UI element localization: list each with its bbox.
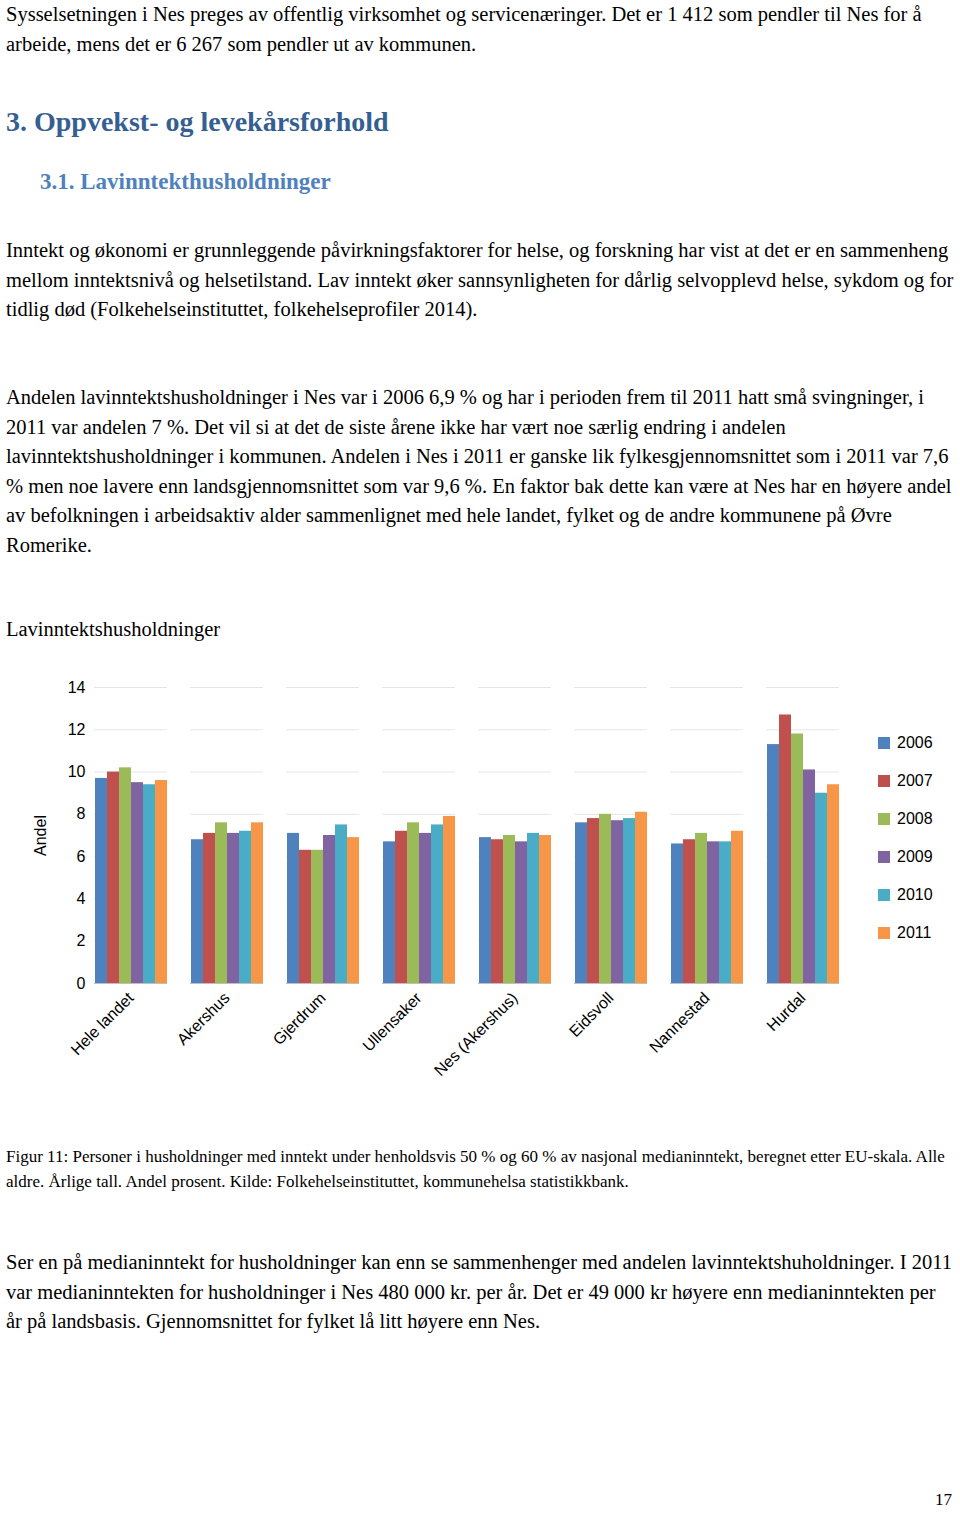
svg-text:Hurdal: Hurdal [763, 989, 808, 1034]
html-text:Figur 11: Personer i husholdni: Figur 11: Personer i husholdninger med i… [6, 1147, 945, 1191]
html-text:Inntekt og økonomi er grunnleg: Inntekt og økonomi er grunnleggende påvi… [6, 239, 954, 320]
svg-text:2: 2 [77, 932, 86, 949]
html-text:2006: 2006 [897, 734, 933, 751]
html-text:2009: 2009 [897, 848, 933, 865]
svg-text:4: 4 [77, 890, 86, 907]
svg-text:14: 14 [68, 679, 86, 696]
svg-text:6: 6 [77, 848, 86, 865]
svg-text:12: 12 [68, 721, 86, 738]
html-text:2007: 2007 [897, 772, 933, 789]
html-text:2010: 2010 [897, 886, 933, 903]
html-text:3.1. Lavinntekthusholdninger: 3.1. Lavinntekthusholdninger [40, 169, 331, 194]
svg-text:Andel: Andel [32, 815, 49, 856]
html-text:2011: 2011 [897, 924, 932, 941]
svg-text:Hele landet: Hele landet [67, 989, 137, 1059]
html-text:17: 17 [935, 1490, 952, 1509]
html-text:Andelen lavinntektshusholdning: Andelen lavinntektshusholdninger i Nes v… [6, 386, 952, 556]
svg-text:Akershus: Akershus [174, 989, 233, 1048]
svg-text:Ullensaker: Ullensaker [359, 989, 425, 1055]
svg-text:10: 10 [68, 763, 86, 780]
svg-text:8: 8 [77, 805, 86, 822]
svg-text:Gjerdrum: Gjerdrum [270, 989, 329, 1048]
svg-text:Nannestad: Nannestad [646, 989, 713, 1056]
html-text:Ser en på medianinntekt for hu: Ser en på medianinntekt for husholdninge… [6, 1251, 952, 1332]
html-text:Sysselsetningen i Nes preges a: Sysselsetningen i Nes preges av offentli… [6, 3, 922, 55]
svg-text:Eidsvoll: Eidsvoll [566, 989, 617, 1040]
html-text:3. Oppvekst- og levekårsforhol: 3. Oppvekst- og levekårsforhold [6, 106, 389, 137]
svg-text:0: 0 [77, 975, 86, 992]
svg-text:Nes (Akershus): Nes (Akershus) [431, 989, 521, 1079]
html-text:Lavinntektshusholdninger: Lavinntektshusholdninger [6, 618, 221, 640]
html-text:2008: 2008 [897, 810, 933, 827]
